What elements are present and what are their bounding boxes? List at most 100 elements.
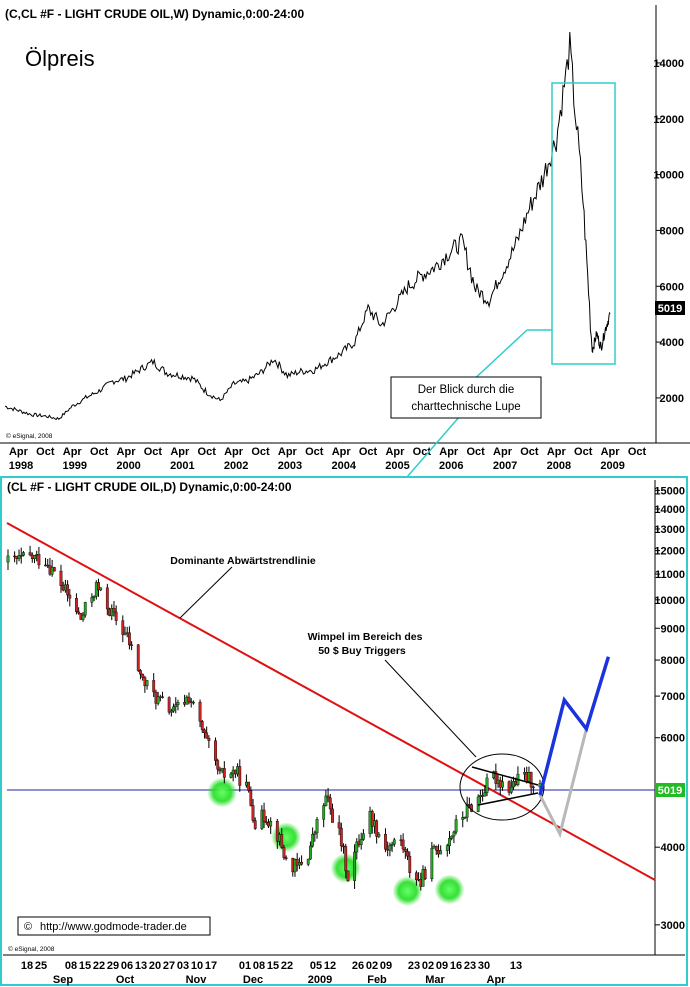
top-x-year-label: 1998 [9, 460, 33, 472]
highlighted-low-marker [271, 822, 302, 853]
top-x-axis: Apr Oct Apr Oct Apr Oct Apr Oct Apr Oct Apr Oct Apr O… [0, 442, 690, 472]
bottom-x-tick-label: 05 [310, 960, 322, 972]
bottom-y-tick-label: 3000 [661, 920, 685, 932]
candle-body [531, 786, 535, 789]
forecast-layer [538, 656, 611, 839]
candle-body [128, 632, 131, 646]
bottom-x-tick-label: 13 [510, 960, 522, 972]
bottom-x-month-label: Mar [425, 974, 445, 986]
trendline-label: Dominante Abwärtstrendlinie [170, 555, 316, 567]
candle-body [156, 696, 160, 704]
candle-body [269, 820, 273, 827]
candle-body [200, 721, 204, 731]
top-x-tick-label: Apr [439, 446, 459, 458]
bottom-x-tick-label: 18 [21, 960, 33, 972]
candle-body [214, 740, 217, 761]
top-x-year-label: 1999 [63, 460, 87, 472]
candle-body [465, 804, 469, 818]
bottom-y-tick-label: 9000 [661, 623, 685, 635]
candle-body [346, 870, 350, 881]
candle-body [461, 817, 465, 820]
callout-line-2: charttechnische Lupe [411, 401, 520, 413]
source-url: http://www.godmode-trader.de [40, 921, 187, 933]
top-x-year-label: 2003 [278, 460, 302, 472]
top-x-year-label: 2008 [547, 460, 571, 472]
top-x-tick-label: Oct [251, 446, 270, 458]
pennant-lower-line [477, 792, 539, 806]
candle-body [187, 696, 191, 702]
candle-body [331, 808, 334, 823]
candle-body [401, 839, 405, 850]
top-x-year-label: 2001 [170, 460, 194, 472]
highlighted-low-marker [392, 876, 423, 907]
candle-body [112, 608, 116, 613]
bottom-x-month-label: Sep [53, 974, 73, 986]
candle-body [152, 680, 156, 693]
candle-body [353, 851, 356, 881]
candle-body [33, 555, 36, 559]
bottom-x-tick-label: 09 [436, 960, 448, 972]
bottom-x-tick-label: 23 [464, 960, 476, 972]
candle-body [370, 810, 374, 827]
candle-body [249, 790, 253, 806]
top-x-tick-label: Oct [520, 446, 539, 458]
top-chart-title: Ölpreis [25, 46, 95, 71]
bottom-y-tick-label: 15000 [654, 485, 685, 497]
candle-body [355, 841, 359, 853]
top-x-tick-label: Apr [601, 446, 621, 458]
candle-body [313, 832, 317, 835]
bottom-x-tick-label: 02 [422, 960, 434, 972]
bottom-x-tick-label: 09 [380, 960, 392, 972]
top-y-tick-label: 4000 [660, 337, 684, 349]
candle-body [324, 795, 328, 806]
candle-body [359, 839, 363, 846]
bottom-x-tick-label: 02 [366, 960, 378, 972]
candle-body [139, 670, 142, 675]
top-x-tick-label: Oct [90, 446, 109, 458]
bottom-y-tick-label: 12000 [654, 546, 685, 558]
candle-body [97, 582, 100, 591]
top-x-year-label: 2007 [493, 460, 517, 472]
top-y-axis: 2000 4000 6000 8000 10000 12000 14000 [653, 5, 684, 443]
bottom-price-badge: 5019 [658, 785, 682, 797]
callout-line-1: Der Blick durch die [418, 384, 515, 396]
bottom-x-month-label: Oct [116, 974, 135, 986]
top-x-tick-label: Oct [359, 446, 378, 458]
top-x-tick-label: Oct [144, 446, 163, 458]
pennant-label-line-1: Wimpel im Bereich des [308, 631, 423, 643]
bottom-x-tick-label: 06 [121, 960, 133, 972]
candle-body [130, 644, 134, 647]
top-price-series [4, 31, 611, 421]
candle-body [141, 673, 145, 678]
bottom-chart-panel: (CL #F - LIGHT CRUDE OIL,D) Dynamic,0:00… [0, 476, 688, 986]
candle-body [439, 850, 443, 855]
candle-body [169, 710, 173, 713]
candle-body [192, 701, 195, 704]
candle-body [309, 845, 312, 860]
candle-body [52, 567, 56, 572]
candle-body [452, 831, 456, 837]
candle-body [448, 838, 451, 846]
candle-body [229, 773, 233, 778]
trendline-label-pointer [179, 566, 233, 619]
candle-body [174, 704, 178, 707]
top-chart-header: (C,CL #F - LIGHT CRUDE OIL,W) Dynamic,0:… [5, 7, 304, 21]
bottom-y-tick-label: 6000 [661, 733, 685, 745]
bottom-y-tick-label: 11000 [655, 569, 685, 581]
bottom-x-month-label: Nov [186, 974, 208, 986]
candle-body [463, 816, 467, 819]
candle-body [203, 729, 206, 734]
bottom-x-month-label: Dec [243, 974, 263, 986]
candle-body [293, 859, 297, 873]
candle-body [306, 858, 310, 865]
candle-body [280, 834, 284, 848]
bottom-x-month-label: 2009 [308, 974, 332, 986]
candle-body [105, 587, 109, 610]
highlighted-low-marker [434, 874, 465, 905]
candle-body [362, 833, 365, 840]
candle-body [434, 845, 438, 851]
candle-body [445, 845, 449, 851]
candle-body [172, 706, 175, 712]
top-x-tick-label: Apr [332, 446, 352, 458]
